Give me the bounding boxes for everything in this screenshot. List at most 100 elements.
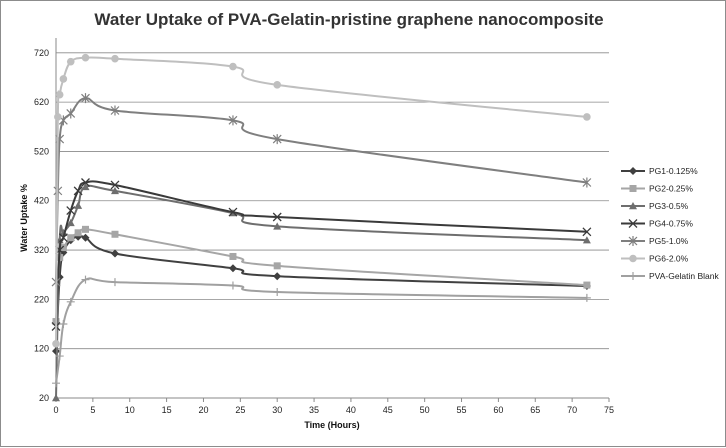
- data-point: [66, 57, 75, 66]
- legend-marker: [628, 219, 638, 228]
- legend-item: PG3-0.5%: [621, 201, 689, 211]
- data-point: [55, 90, 64, 99]
- legend-item: PG6-2.0%: [621, 254, 689, 264]
- y-axis-ticks: 20 120 220 320 420 520 620 720: [34, 48, 49, 403]
- data-point: [59, 75, 68, 83]
- y-tick-label: 20: [39, 393, 49, 403]
- legend-label: PG3-0.5%: [649, 201, 689, 211]
- y-tick-label: 720: [34, 48, 49, 58]
- data-point: [228, 281, 237, 290]
- data-point: [110, 186, 119, 195]
- data-point: [110, 180, 120, 190]
- legend-marker: [629, 202, 637, 210]
- data-point: [81, 93, 90, 104]
- data-point: [52, 339, 60, 348]
- x-tick-label: 55: [457, 405, 467, 415]
- data-point: [111, 230, 119, 238]
- x-axis-ticks: 0 5 10 15 20 25 30 35 40 45 50 55 60 65 70 75: [53, 398, 614, 415]
- data-point: [81, 182, 90, 191]
- data-point: [81, 275, 90, 284]
- data-point: [228, 264, 237, 273]
- data-point: [110, 249, 119, 258]
- data-point: [55, 352, 64, 361]
- data-point: [74, 229, 82, 237]
- chart-title: Water Uptake of PVA-Gelatin-pristine gra…: [94, 10, 603, 29]
- series-line: [55, 228, 587, 322]
- legend-marker: [629, 254, 637, 263]
- data-point: [273, 262, 281, 270]
- data-point: [273, 81, 282, 89]
- legend-marker: [629, 185, 637, 192]
- x-tick-label: 60: [493, 405, 503, 415]
- y-tick-label: 120: [34, 344, 49, 354]
- x-tick-label: 15: [162, 405, 172, 415]
- data-point: [273, 222, 282, 230]
- data-point: [228, 115, 238, 126]
- data-point: [229, 62, 237, 71]
- legend-item: PG5-1.0%: [621, 236, 689, 246]
- series-pg4-0-75: [51, 178, 592, 331]
- x-tick-label: 20: [198, 405, 208, 415]
- data-point: [273, 272, 282, 281]
- legend-label: PG1-0.125%: [649, 166, 698, 176]
- x-tick-label: 75: [604, 405, 614, 415]
- x-tick-label: 45: [383, 405, 393, 415]
- data-point: [54, 113, 62, 121]
- x-tick-label: 0: [53, 405, 58, 415]
- legend-label: PG6-2.0%: [649, 254, 689, 264]
- data-point: [582, 293, 591, 302]
- data-point: [110, 105, 120, 116]
- series-pg2-0-25: [52, 225, 591, 326]
- series-pg5-1-0: [51, 93, 592, 288]
- x-tick-label: 70: [567, 405, 577, 415]
- data-point: [58, 233, 68, 243]
- data-point: [81, 225, 89, 233]
- data-point: [582, 236, 591, 244]
- y-tick-label: 520: [34, 146, 49, 156]
- legend-item: PVA-Gelatin Blank: [621, 271, 720, 281]
- data-point: [66, 297, 75, 306]
- data-point: [582, 227, 592, 237]
- legend-item: PG4-0.75%: [621, 219, 693, 229]
- data-point: [228, 207, 238, 217]
- series-line: [55, 97, 588, 283]
- legend-item: PG2-0.25%: [621, 184, 693, 194]
- x-tick-label: 65: [530, 405, 540, 415]
- data-point: [59, 228, 68, 236]
- x-tick-label: 40: [346, 405, 356, 415]
- y-axis-label: Water Uptake %: [19, 184, 29, 252]
- data-point: [273, 287, 282, 296]
- data-point: [81, 233, 90, 242]
- data-point: [66, 206, 76, 216]
- data-point: [583, 281, 591, 289]
- data-point: [74, 201, 83, 209]
- data-point: [73, 186, 83, 196]
- data-point: [59, 320, 68, 329]
- data-point: [52, 394, 60, 402]
- series-line: [55, 184, 587, 399]
- legend: PG1-0.125% PG2-0.25% PG3-0.5% PG4-0.75% PG5-…: [621, 166, 720, 281]
- gridlines: [56, 52, 609, 350]
- series-layer: [51, 53, 592, 402]
- x-tick-label: 10: [125, 405, 135, 415]
- data-point: [66, 218, 75, 227]
- series-pg6-2-0: [52, 53, 591, 348]
- data-point: [582, 177, 592, 188]
- x-tick-label: 50: [420, 405, 430, 415]
- x-tick-label: 35: [309, 405, 319, 415]
- y-tick-label: 420: [34, 196, 49, 206]
- series-line: [55, 180, 587, 327]
- data-point: [111, 54, 119, 63]
- series-pg3-0-5: [52, 182, 591, 402]
- data-point: [272, 212, 282, 222]
- data-point: [110, 278, 119, 287]
- legend-marker: [629, 272, 637, 280]
- x-tick-label: 25: [235, 405, 245, 415]
- y-tick-label: 620: [34, 97, 49, 107]
- data-point: [81, 178, 90, 187]
- data-point: [229, 252, 237, 260]
- series-line: [55, 277, 587, 384]
- data-point: [59, 244, 67, 252]
